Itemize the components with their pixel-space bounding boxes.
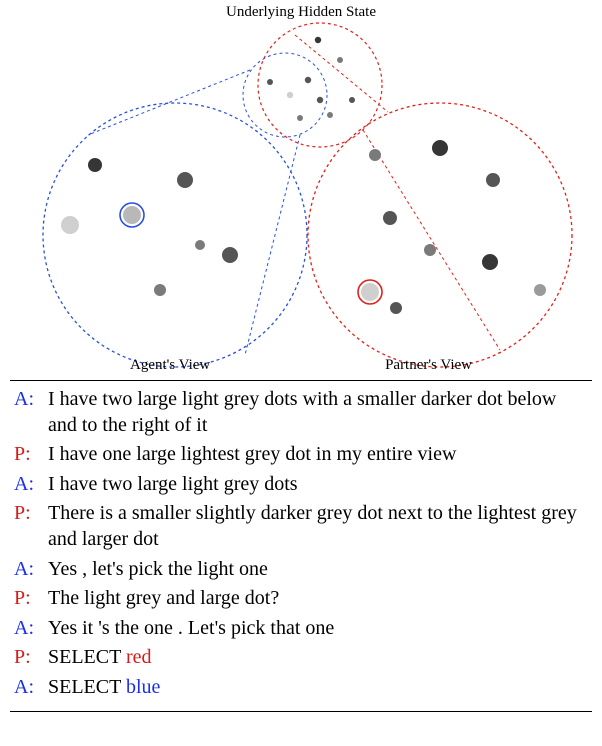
utterance-text: I have one large lightest grey dot in my… (48, 442, 588, 468)
speaker-label: P: (14, 586, 48, 612)
utterance-text: Yes it 's the one . Let's pick that one (48, 616, 588, 642)
dialogue-turn: A:Yes , let's pick the light one (14, 557, 588, 583)
speaker-label: P: (14, 442, 48, 468)
utterance-text: SELECT red (48, 645, 588, 671)
dialogue-transcript: A:I have two large light grey dots with … (0, 381, 602, 711)
speaker-label: A: (14, 557, 48, 583)
speaker-label: A: (14, 472, 48, 498)
dialogue-turn: A:I have two large light grey dots (14, 472, 588, 498)
dialogue-turn: A:Yes it 's the one . Let's pick that on… (14, 616, 588, 642)
label-partner-view: Partner's View (385, 357, 472, 374)
diagram-area: Underlying Hidden State Agent's View Par… (0, 0, 602, 380)
speaker-label: P: (14, 645, 48, 671)
speaker-label: A: (14, 616, 48, 642)
dialogue-turn: P:There is a smaller slightly darker gre… (14, 501, 588, 552)
speaker-label: A: (14, 675, 48, 701)
utterance-text: I have two large light grey dots (48, 472, 588, 498)
label-agent-view: Agent's View (130, 357, 210, 374)
speaker-label: A: (14, 387, 48, 413)
divider-bottom (10, 711, 592, 712)
utterance-text: Yes , let's pick the light one (48, 557, 588, 583)
utterance-text: The light grey and large dot? (48, 586, 588, 612)
speaker-label: P: (14, 501, 48, 527)
dialogue-turn: P:SELECT red (14, 645, 588, 671)
dialogue-turn: P:The light grey and large dot? (14, 586, 588, 612)
dialogue-turn: A:SELECT blue (14, 675, 588, 701)
dialogue-turn: A:I have two large light grey dots with … (14, 387, 588, 438)
dialogue-turn: P:I have one large lightest grey dot in … (14, 442, 588, 468)
utterance-text: There is a smaller slightly darker grey … (48, 501, 588, 552)
utterance-text: I have two large light grey dots with a … (48, 387, 588, 438)
utterance-text: SELECT blue (48, 675, 588, 701)
diagram-svg (0, 0, 602, 380)
